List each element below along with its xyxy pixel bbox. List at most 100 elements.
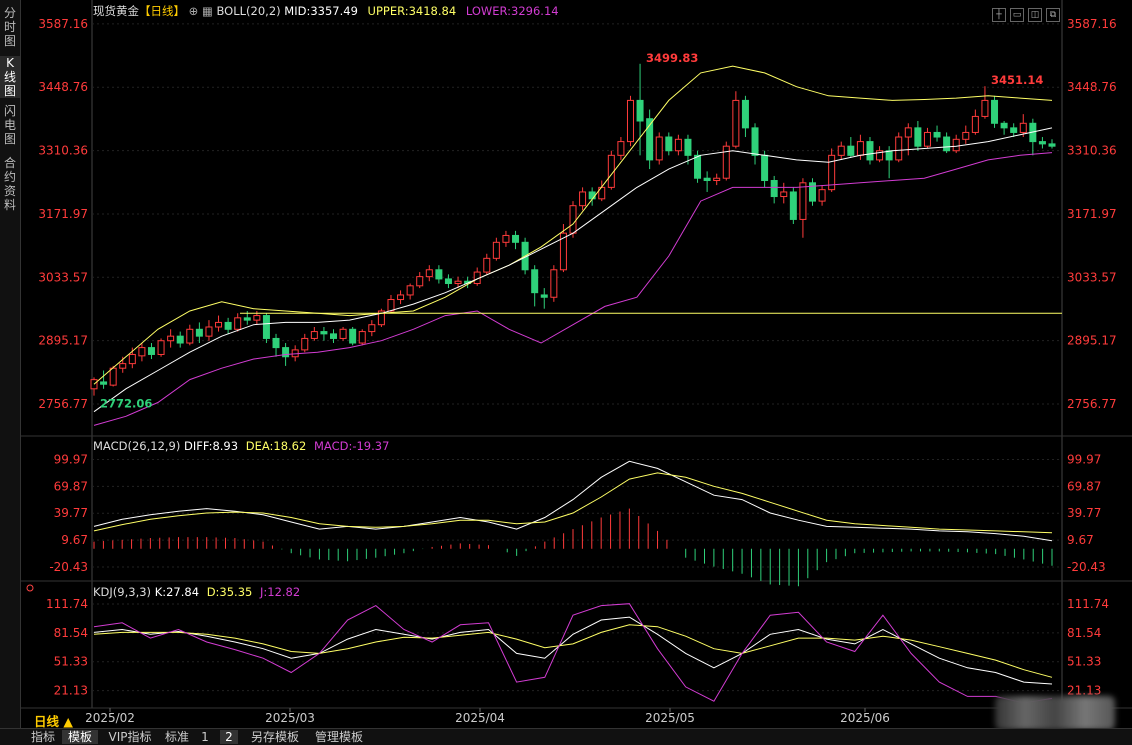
candle-body-88 <box>933 131 941 138</box>
kdj-ytick-right-3: 21.13 <box>1067 684 1101 698</box>
bottom-tab-6[interactable]: 另存模板 <box>250 730 299 744</box>
candle-body-80 <box>856 141 864 156</box>
candle-9 <box>176 331 184 348</box>
bottom-tab-3[interactable]: 标准 <box>164 730 189 744</box>
candle-72 <box>780 182 788 204</box>
kdj-d: D:35.35 <box>206 585 253 599</box>
macd-ytick-right-2: 39.77 <box>1067 506 1101 520</box>
bottom-tab-7[interactable]: 管理模板 <box>314 730 363 744</box>
candle-body-26 <box>339 328 347 339</box>
candle-85 <box>904 123 912 156</box>
bottom-tab-0[interactable]: 指标 <box>30 730 55 744</box>
candle-88 <box>933 125 941 142</box>
candle-body-8 <box>167 335 175 342</box>
candle-5 <box>138 343 146 362</box>
kdj-ytick-left-0: 111.74 <box>46 597 88 611</box>
candle-body-100 <box>1048 143 1056 147</box>
macd-ytick-right-0: 99.97 <box>1067 452 1101 466</box>
candle-body-93 <box>981 99 989 117</box>
candle-78 <box>837 141 845 160</box>
candle-body-62 <box>684 138 692 156</box>
candle-69 <box>751 123 759 165</box>
candle-35 <box>425 265 433 282</box>
price-ytick-right-2: 3310.36 <box>1067 144 1117 158</box>
boll-icon: ▦ <box>201 4 213 18</box>
candle-body-56 <box>626 99 634 143</box>
high-price-label: 3499.83 <box>646 51 698 65</box>
candle-22 <box>301 333 309 353</box>
candle-25 <box>330 329 337 344</box>
candle-body-30 <box>377 310 385 326</box>
minimize-icon[interactable]: ▭ <box>1010 8 1024 22</box>
candle-body-36 <box>435 269 443 280</box>
price-ytick-right-4: 3033.57 <box>1067 270 1117 284</box>
candle-body-41 <box>483 257 491 273</box>
candle-46 <box>531 265 539 307</box>
crosshair-icon[interactable]: ┼ <box>992 8 1006 22</box>
macd-dea: DEA:18.62 <box>245 439 307 453</box>
sidebar-tab-0[interactable]: 分时图 <box>3 6 16 48</box>
candle-body-32 <box>397 294 405 301</box>
price-ytick-right-0: 3587.16 <box>1067 17 1117 31</box>
candle-body-71 <box>770 180 778 198</box>
candle-body-44 <box>512 234 520 243</box>
candle-29 <box>368 320 376 337</box>
period-selector[interactable]: 日线 ▲ <box>34 714 73 729</box>
bottom-tab-5[interactable]: 2 <box>220 730 238 744</box>
candle-body-78 <box>837 145 845 156</box>
candle-body-6 <box>147 347 155 355</box>
candle-body-15 <box>234 317 242 330</box>
candle-body-31 <box>387 299 395 312</box>
candle-body-17 <box>253 315 261 321</box>
candle-body-69 <box>751 127 759 156</box>
candle-body-12 <box>205 326 213 337</box>
candle-body-11 <box>195 328 203 337</box>
macd-ytick-right-3: 9.67 <box>1067 533 1094 547</box>
candle-19 <box>272 333 280 357</box>
candle-61 <box>674 134 682 156</box>
macd-pane-header: MACD(26,12,9) DIFF:8.93 DEA:18.62 MACD:-… <box>93 439 389 453</box>
maximize-icon[interactable]: ◫ <box>1028 8 1042 22</box>
kdj-k-line <box>93 616 1053 685</box>
candle-95 <box>1000 121 1008 135</box>
sidebar-tab-3[interactable]: 合约资料 <box>3 156 16 212</box>
x-tick-4: 2025/06 <box>840 711 890 725</box>
candle-body-7 <box>157 340 165 355</box>
candle-body-52 <box>588 191 596 200</box>
macd-ytick-right-4: -20.43 <box>1067 560 1106 574</box>
kdj-k: K:27.84 <box>154 585 200 599</box>
candle-body-75 <box>809 182 816 202</box>
candle-26 <box>339 327 347 341</box>
sidebar-tab-2[interactable]: 闪电图 <box>3 104 16 146</box>
candle-body-24 <box>320 331 328 335</box>
x-tick-1: 2025/03 <box>265 711 315 725</box>
candle-body-67 <box>732 99 740 147</box>
candle-51 <box>579 187 587 211</box>
candle-38 <box>454 276 462 289</box>
bottom-tab-1[interactable]: 模板 <box>62 730 98 744</box>
restore-icon[interactable]: ⧉ <box>1046 8 1060 22</box>
macd-ytick-left-1: 69.87 <box>54 479 88 493</box>
candle-14 <box>224 317 232 334</box>
candle-55 <box>617 137 625 160</box>
candle-body-20 <box>282 347 290 358</box>
macd-dea-line <box>93 472 1053 534</box>
candle-body-9 <box>176 335 184 344</box>
candle-84 <box>895 132 903 163</box>
candle-71 <box>770 175 778 204</box>
bottom-tab-2[interactable]: VIP指标 <box>108 730 152 744</box>
candle-79 <box>847 137 855 158</box>
candle-42 <box>492 237 500 261</box>
kdj-indicator-icon <box>26 584 34 592</box>
candle-body-0 <box>90 379 98 390</box>
settings-icon[interactable]: ⊕ <box>188 4 199 18</box>
boll-label: BOLL(20,2) <box>216 4 281 18</box>
bottom-tab-4[interactable]: 1 <box>201 730 209 744</box>
main-pane-header: 现货黄金【日线】 ⊕ ▦ BOLL(20,2) MID:3357.49 UPPE… <box>93 3 559 19</box>
price-ytick-left-1: 3448.76 <box>38 80 88 94</box>
x-tick-0: 2025/02 <box>85 711 135 725</box>
macd-ytick-left-4: -20.43 <box>49 560 88 574</box>
candle-body-3 <box>119 363 127 369</box>
candle-15 <box>234 313 242 332</box>
